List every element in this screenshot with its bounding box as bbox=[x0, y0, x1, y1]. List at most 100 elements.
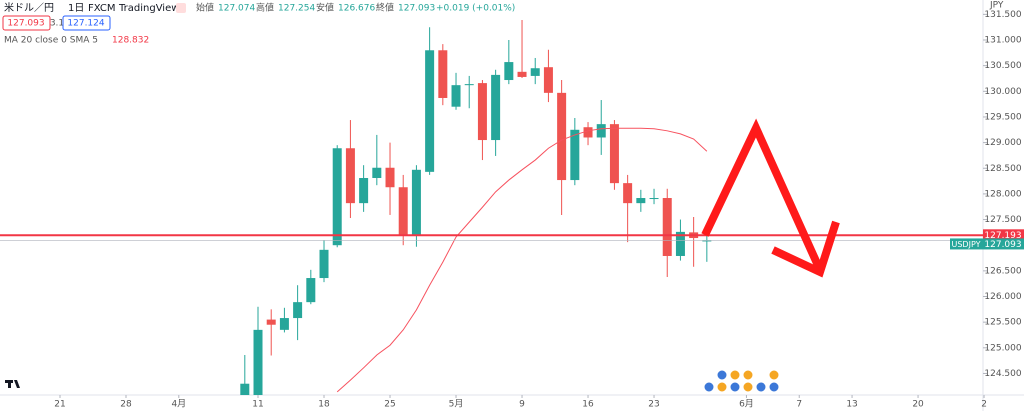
x-tick-label: 25 bbox=[384, 400, 395, 410]
ticker-label: USDJPY bbox=[952, 240, 981, 249]
y-tick-label: 126.000 bbox=[984, 292, 1021, 302]
candle-body bbox=[266, 319, 276, 325]
x-tick-label: 20 bbox=[912, 400, 924, 410]
ohlc-l-val: 126.676 bbox=[338, 4, 375, 14]
event-icon bbox=[703, 381, 715, 393]
candle-body bbox=[530, 68, 540, 76]
candle-body bbox=[253, 329, 263, 395]
ohlc-c-val: 127.093 bbox=[398, 4, 435, 14]
candle-body bbox=[543, 67, 553, 93]
candle-body bbox=[293, 302, 303, 319]
candle-body bbox=[504, 62, 514, 81]
y-tick-label: 131.000 bbox=[984, 36, 1021, 46]
x-tick-label: 21 bbox=[54, 400, 65, 410]
x-tick-label: 23 bbox=[648, 400, 659, 410]
logo-part bbox=[14, 380, 20, 388]
candle-body bbox=[596, 124, 606, 138]
x-tick-label: 7 bbox=[796, 400, 802, 410]
candle-body bbox=[675, 231, 685, 256]
y-tick-label: 131.500 bbox=[984, 10, 1021, 20]
x-tick-label: 11 bbox=[252, 400, 263, 410]
event-icon bbox=[716, 369, 728, 381]
candle-body bbox=[477, 83, 487, 141]
x-tick-label: 16 bbox=[582, 400, 594, 410]
event-icon bbox=[755, 381, 767, 393]
candle-body bbox=[491, 74, 501, 141]
y-tick-label: 126.500 bbox=[984, 266, 1021, 276]
spread: 3.1 bbox=[50, 19, 64, 29]
price-line-label: 127.193 bbox=[984, 231, 1021, 241]
ohlc-o-val: 127.074 bbox=[218, 4, 255, 14]
change: +0.019 (+0.01%) bbox=[436, 4, 515, 14]
candle-body bbox=[279, 318, 289, 330]
last-price-label: 127.093 bbox=[984, 240, 1021, 250]
x-tick-label: 2 bbox=[981, 400, 987, 410]
arrow-head bbox=[771, 220, 840, 278]
event-icon bbox=[742, 381, 754, 393]
y-tick-label: 125.500 bbox=[984, 318, 1021, 328]
ma-legend: MA 20 close 0 SMA 5 bbox=[4, 36, 98, 46]
x-tick-label: 18 bbox=[318, 400, 330, 410]
candle-body bbox=[662, 198, 672, 256]
y-tick-label: 125.000 bbox=[984, 343, 1021, 353]
x-tick-label: 5月 bbox=[449, 399, 464, 410]
y-tick-label: 129.000 bbox=[984, 138, 1021, 148]
flag-box bbox=[176, 3, 186, 13]
candle-body bbox=[649, 198, 659, 200]
symbol: 米ドル／円 bbox=[4, 1, 54, 14]
event-icon bbox=[742, 369, 754, 381]
candle-body bbox=[570, 129, 580, 181]
ask: 127.124 bbox=[67, 19, 104, 29]
x-tick-label: 9 bbox=[519, 400, 525, 410]
candle-body bbox=[372, 167, 382, 179]
logo-part bbox=[8, 380, 11, 388]
ma-value: 128.832 bbox=[112, 36, 149, 46]
ma-line bbox=[336, 127, 708, 393]
bid: 127.093 bbox=[7, 19, 44, 29]
candle-body bbox=[359, 178, 369, 204]
candle-body bbox=[319, 249, 329, 279]
source: FXCM bbox=[88, 3, 116, 14]
candle-body bbox=[398, 187, 408, 235]
ohlc-h-val: 127.254 bbox=[278, 4, 315, 14]
ask-box[interactable] bbox=[62, 15, 111, 31]
drawing-arrow bbox=[701, 118, 840, 278]
event-icons bbox=[703, 369, 780, 393]
header: 米ドル／円 1日 FXCM TradingView 始値 127.074 高値 … bbox=[2, 1, 1004, 46]
candle-body bbox=[702, 240, 712, 242]
y-tick-label: 128.000 bbox=[984, 189, 1021, 199]
candle-body bbox=[609, 124, 619, 184]
x-tick-label: 4月 bbox=[171, 399, 186, 410]
candle-body bbox=[306, 278, 316, 303]
candle-body bbox=[583, 127, 593, 138]
candle-body bbox=[623, 183, 633, 204]
event-icon bbox=[768, 369, 780, 381]
candle-body bbox=[385, 167, 395, 188]
bid-box[interactable] bbox=[2, 15, 51, 31]
y-tick-label: 129.500 bbox=[984, 112, 1021, 122]
price-line-tag bbox=[983, 229, 1024, 241]
candle-body bbox=[451, 85, 461, 107]
candle-body bbox=[557, 92, 567, 181]
plot bbox=[0, 20, 983, 395]
candle-body bbox=[464, 84, 474, 86]
y-tick-label: 127.500 bbox=[984, 215, 1021, 225]
interval: 1日 bbox=[68, 3, 84, 14]
x-tick-label: 13 bbox=[846, 400, 857, 410]
candle-body bbox=[438, 50, 448, 98]
candle-body bbox=[411, 169, 421, 235]
y-tick-label: 124.500 bbox=[984, 369, 1021, 379]
event-icon bbox=[768, 381, 780, 393]
ohlc-h: 高値 bbox=[256, 2, 274, 14]
ohlc-o: 始値 bbox=[196, 2, 214, 14]
ohlc-c: 終値 bbox=[376, 2, 394, 14]
candle-body bbox=[517, 71, 527, 77]
last-price-tag bbox=[983, 238, 1024, 250]
event-icon bbox=[729, 369, 741, 381]
y-tick-label: 128.500 bbox=[984, 164, 1021, 174]
event-icon bbox=[716, 381, 728, 393]
ohlc-l: 安値 bbox=[316, 2, 334, 14]
x-tick-label: 6月 bbox=[739, 399, 754, 410]
